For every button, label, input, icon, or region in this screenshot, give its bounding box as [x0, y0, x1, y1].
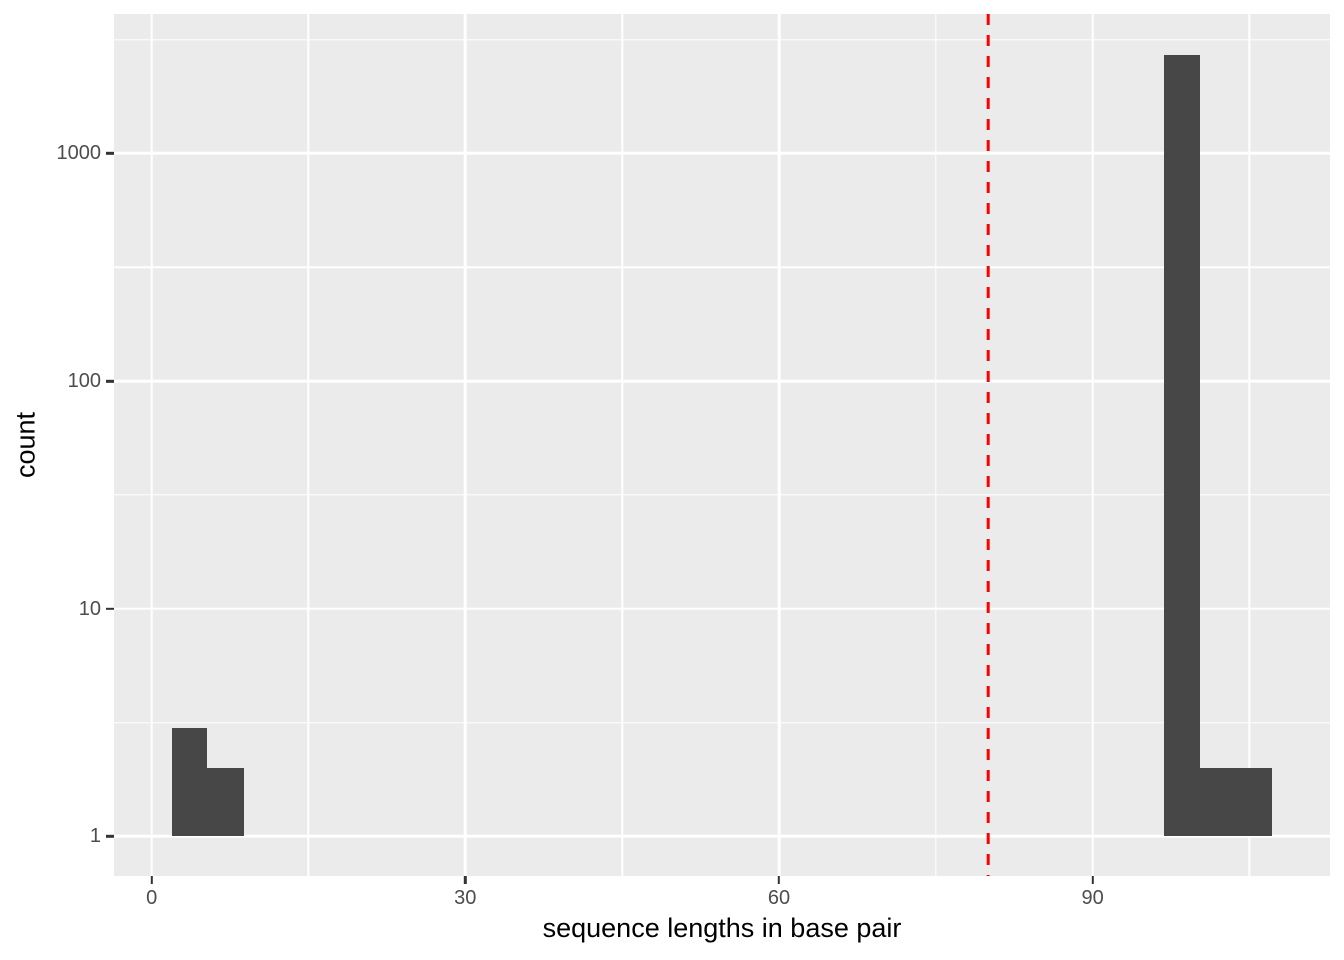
- y-tick-label: 100: [67, 370, 101, 393]
- plot-panel: [114, 14, 1330, 876]
- x-tick-mark: [150, 876, 153, 884]
- histogram-bar: [171, 727, 208, 837]
- x-axis-title: sequence lengths in base pair: [542, 913, 902, 943]
- y-tick-label: 10: [78, 597, 101, 620]
- x-gridline-major: [1091, 14, 1094, 876]
- x-tick-label: 0: [146, 887, 158, 909]
- x-tick-label: 90: [1081, 887, 1104, 909]
- y-tick-mark: [106, 379, 114, 383]
- histogram-bar: [1163, 55, 1201, 837]
- y-gridline-major: [114, 835, 1330, 838]
- x-gridline-minor: [935, 14, 937, 876]
- y-gridline-major: [114, 379, 1330, 383]
- x-gridline-major: [464, 14, 467, 876]
- histogram-bar: [207, 767, 244, 837]
- y-gridline-minor: [114, 38, 1330, 41]
- y-gridline-major: [114, 152, 1330, 155]
- x-gridline-minor: [307, 14, 310, 876]
- x-tick-label: 60: [767, 887, 791, 909]
- y-gridline-minor: [114, 721, 1330, 724]
- y-tick-mark: [106, 835, 114, 838]
- y-tick-mark: [106, 152, 114, 155]
- x-gridline-major: [777, 14, 781, 876]
- x-gridline-major: [150, 14, 153, 876]
- y-gridline-major: [114, 607, 1330, 611]
- y-tick-mark: [106, 607, 114, 610]
- histogram-bar: [1200, 767, 1236, 837]
- y-tick-label: 1000: [56, 142, 102, 165]
- y-gridline-minor: [114, 494, 1330, 496]
- x-tick-mark: [1091, 876, 1094, 884]
- y-tick-label: 1: [89, 825, 101, 848]
- x-tick-label: 30: [454, 887, 477, 909]
- x-tick-mark: [777, 876, 781, 884]
- x-gridline-minor: [621, 14, 623, 876]
- y-gridline-minor: [114, 266, 1330, 269]
- x-tick-mark: [464, 876, 467, 884]
- histogram-bar: [1235, 767, 1273, 837]
- y-axis-title: count: [10, 411, 41, 479]
- x-gridline-minor: [1248, 14, 1251, 876]
- threshold-line: [986, 14, 990, 876]
